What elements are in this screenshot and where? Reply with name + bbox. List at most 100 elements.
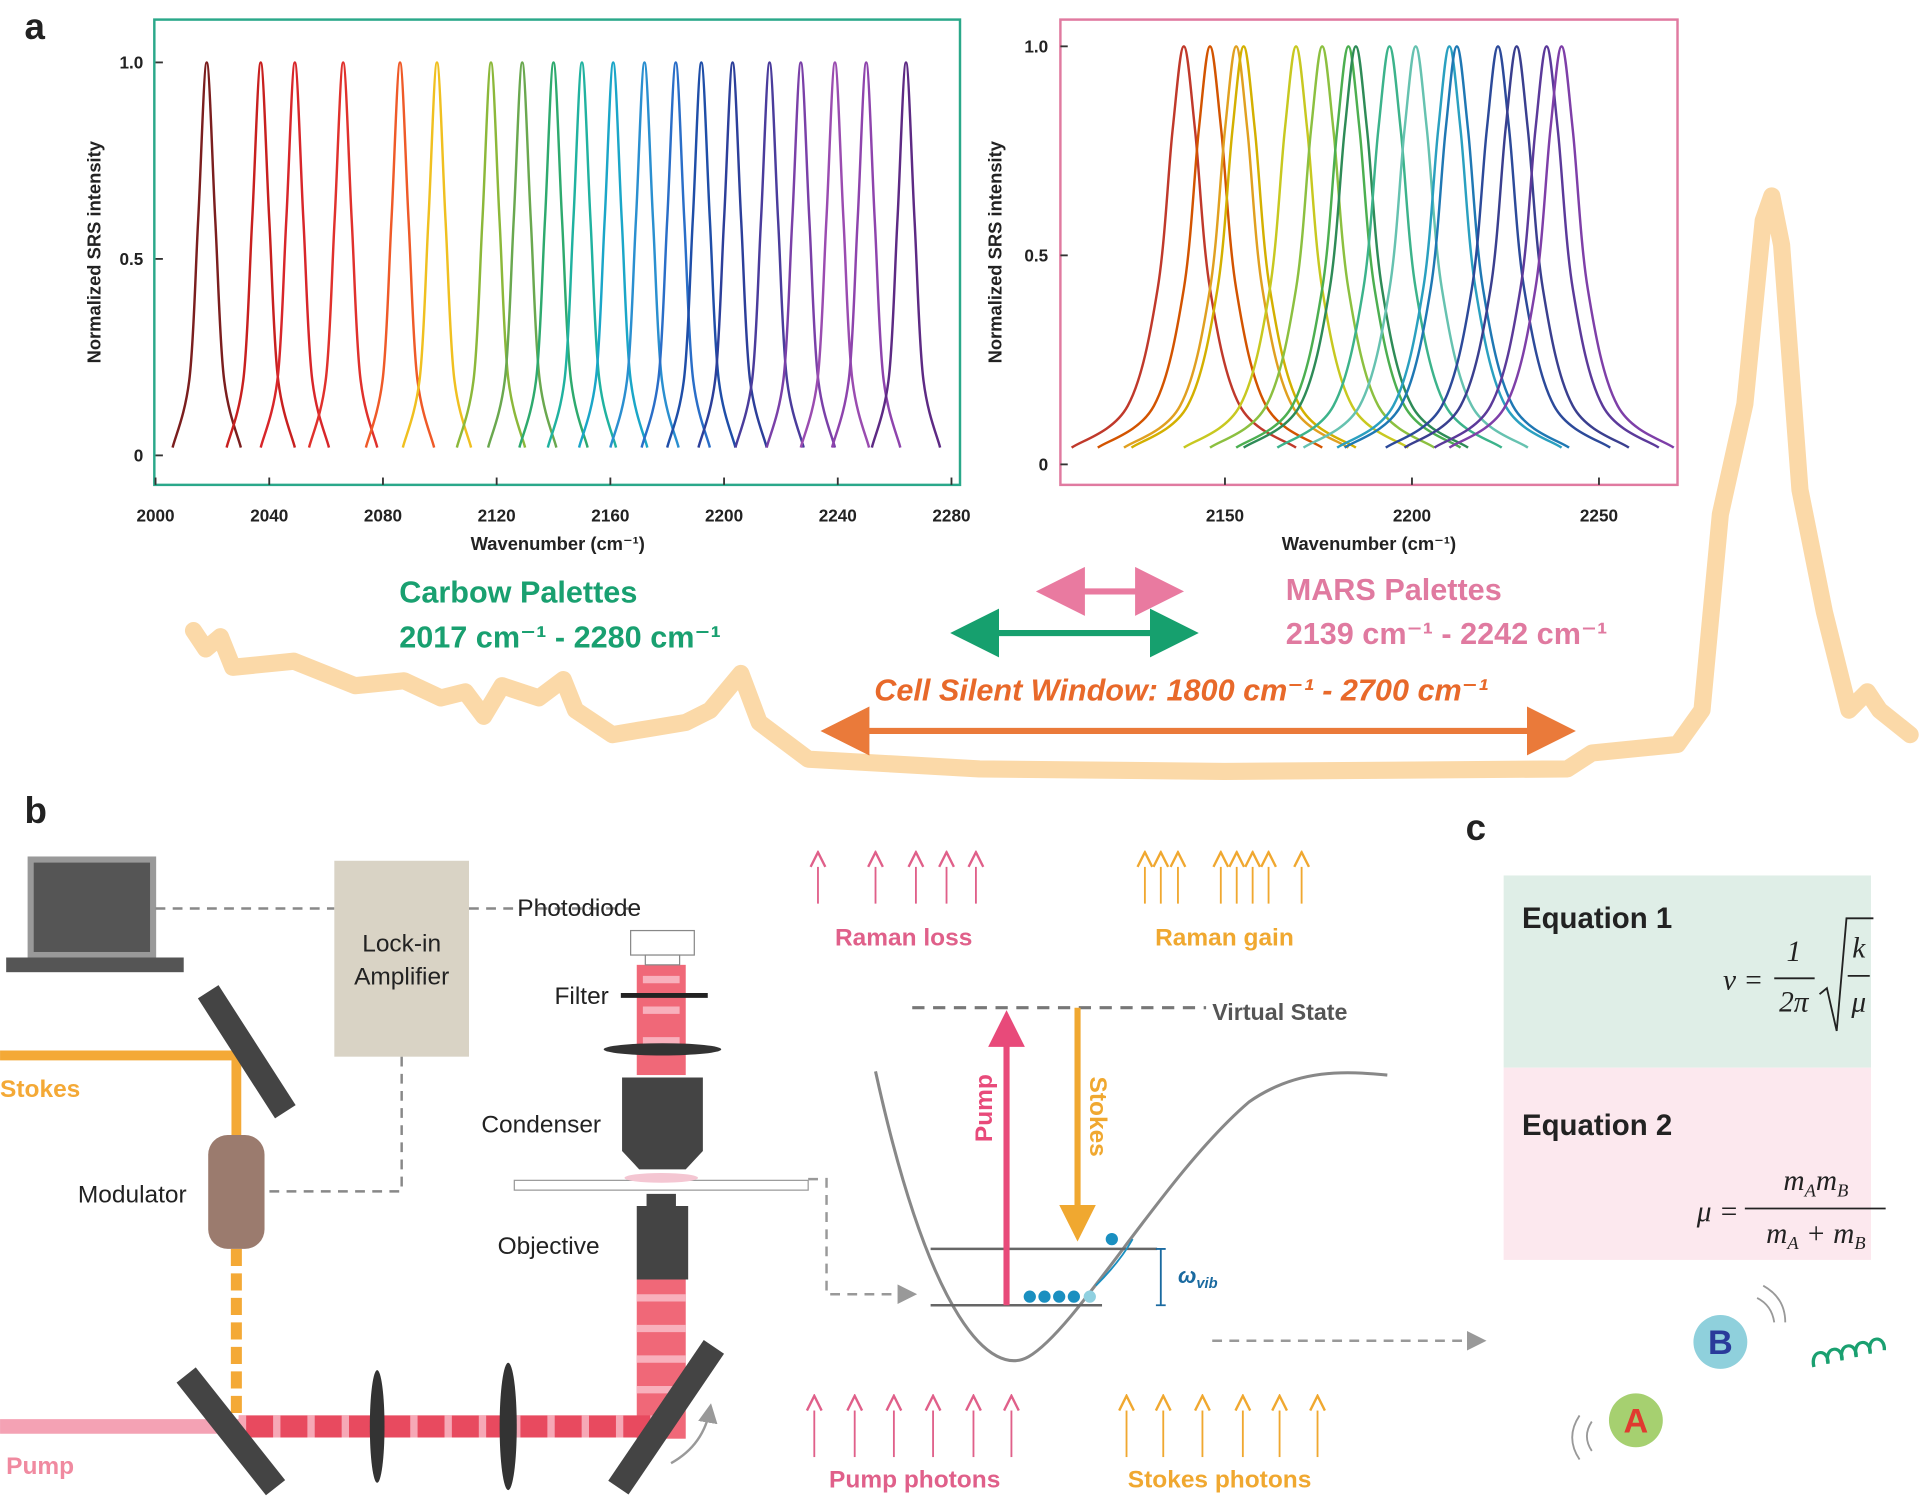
- panel-label: c: [1466, 807, 1486, 848]
- excitation-arrow: [1095, 1238, 1134, 1287]
- label: ωvib: [1178, 1263, 1218, 1292]
- label: Filter: [554, 983, 608, 1010]
- x-axis-label: Wavenumber (cm⁻¹): [1282, 533, 1456, 554]
- spectrum: [307, 61, 379, 448]
- spectrum: [1336, 45, 1563, 449]
- label: Objective: [498, 1233, 600, 1260]
- link-arrow: [808, 1177, 918, 1305]
- objective: [636, 1193, 689, 1280]
- signal-line: [155, 907, 631, 1193]
- spectrum: [1385, 45, 1611, 449]
- plot-area: [171, 61, 942, 448]
- equations: Equation 1 ν = 1 2π k μ Equation 2 μ = m…: [1503, 875, 1886, 1260]
- spectrum: [640, 61, 712, 448]
- mirror: [176, 1367, 286, 1496]
- omega: ω: [1178, 1263, 1196, 1288]
- eq-part: m: [1766, 1218, 1787, 1250]
- condenser: [622, 1077, 703, 1170]
- spectrum: [401, 61, 473, 448]
- lens: [603, 1043, 722, 1056]
- lockin-box: [334, 860, 470, 1057]
- spectrum: [225, 61, 297, 448]
- x-tick-label: 2160: [591, 506, 629, 526]
- eq-part: m: [1783, 1165, 1804, 1197]
- annotation: 2017 cm⁻¹ - 2280 cm⁻¹: [399, 621, 721, 655]
- spectrum: [1343, 45, 1570, 449]
- modulator: [208, 1135, 265, 1249]
- label: Raman loss: [835, 924, 972, 951]
- spectrum: [1070, 45, 1297, 449]
- spectrum: [259, 61, 331, 448]
- annotation: MARS Palettes: [1286, 573, 1502, 607]
- y-tick-label: 1.0: [1024, 36, 1048, 56]
- label: Amplifier: [354, 963, 449, 990]
- stokes-photon-arrows: [1127, 1411, 1318, 1458]
- label: Virtual State: [1212, 999, 1347, 1025]
- label: Modulator: [78, 1181, 187, 1208]
- molecule: A B: [1571, 1284, 1887, 1461]
- eq-sub: B: [1854, 1233, 1865, 1253]
- spectrum: [1209, 45, 1436, 449]
- spectrum: [697, 61, 768, 448]
- atom: [1693, 1315, 1748, 1369]
- spectrum: [1097, 45, 1323, 449]
- annotation: Cell Silent Window: 1800 cm⁻¹ - 2700 cm⁻…: [874, 673, 1488, 707]
- photodiode: [644, 954, 681, 966]
- label: Condenser: [481, 1112, 601, 1139]
- laptop-screen: [27, 856, 157, 959]
- raman-loss-arrows: [818, 867, 976, 904]
- spectrum: [1242, 45, 1469, 449]
- lens: [499, 1362, 517, 1491]
- atom: [1608, 1393, 1663, 1448]
- label: Lock-in: [362, 930, 441, 957]
- y-tick-label: 1.0: [119, 53, 143, 73]
- charts: 2000 2040 2080 2120 2160 2200 2240 2280 0 0.5 1.0 W…: [83, 36, 1675, 554]
- y-tick-label: 0.5: [119, 249, 143, 269]
- x-tick-label: 2240: [819, 506, 857, 526]
- mirror: [608, 1339, 725, 1495]
- equation: k: [1852, 932, 1866, 964]
- vibration-marks: [1571, 1284, 1787, 1461]
- label: Photodiode: [517, 895, 641, 922]
- spectrum: [1130, 45, 1357, 449]
- spectrum: [1448, 45, 1675, 449]
- label: Stokes photons: [1128, 1467, 1312, 1494]
- x-tick-label: 2040: [250, 506, 288, 526]
- equation: ν =: [1723, 964, 1763, 996]
- label: Pump: [6, 1453, 74, 1480]
- raman-gain-arrows: [1145, 867, 1302, 904]
- rotation-arrow: [670, 1403, 718, 1465]
- plot-area: [1070, 45, 1675, 449]
- mirror: [197, 985, 296, 1119]
- setup: Lock-in Amplifier Photodiode Filter Cond…: [0, 856, 809, 1496]
- lens: [369, 1370, 385, 1483]
- annotation: Carbow Palettes: [399, 575, 637, 609]
- x-tick-label: 2280: [932, 506, 970, 526]
- laptop-base: [6, 957, 184, 973]
- y-tick-label: 0: [1039, 455, 1049, 475]
- spectrum: [1276, 45, 1503, 449]
- photodiode: [630, 929, 695, 956]
- x-tick-label: 2080: [364, 506, 402, 526]
- annotation: 2139 cm⁻¹ - 2242 cm⁻¹: [1286, 617, 1608, 651]
- label: Stokes: [1084, 1077, 1111, 1157]
- label: Pump photons: [829, 1467, 1000, 1494]
- spectrum: [1235, 45, 1462, 449]
- background-spectrum: [184, 187, 1919, 780]
- y-axis-label: Normalized SRS intensity: [985, 140, 1006, 363]
- equation: 1: [1786, 936, 1801, 968]
- radical: [1818, 917, 1874, 1032]
- eq-sub: A: [1804, 1180, 1817, 1200]
- eq-part: m: [1816, 1165, 1837, 1197]
- potential-curve: [874, 1071, 1388, 1363]
- bracket: [1155, 1247, 1166, 1307]
- panel-label: a: [25, 6, 46, 47]
- y-tick-label: 0.5: [1024, 245, 1048, 265]
- spectrum: [1302, 45, 1529, 449]
- spectrum: [1183, 45, 1409, 449]
- equation: 2π: [1779, 986, 1810, 1018]
- spring: [1811, 1337, 1887, 1368]
- x-tick-label: 2000: [136, 506, 174, 526]
- y-axis-label: Normalized SRS intensity: [83, 140, 104, 363]
